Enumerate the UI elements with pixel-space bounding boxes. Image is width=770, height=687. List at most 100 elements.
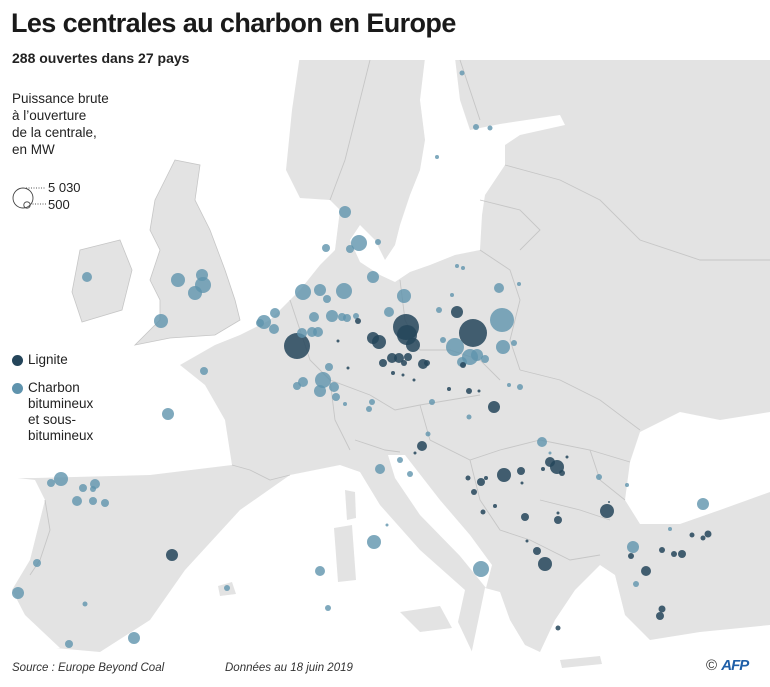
bituminous-plant-bubble — [65, 640, 73, 648]
page-title: Les centrales au charbon en Europe — [11, 8, 456, 38]
bituminous-plant-bubble — [79, 484, 87, 492]
lignite-plant-bubble — [488, 401, 500, 413]
lignite-plant-bubble — [658, 605, 666, 613]
bituminous-plant-bubble — [196, 269, 208, 281]
afp-credit: © AFP — [706, 657, 749, 674]
size-legend-line: de la centrale, — [12, 125, 97, 140]
size-legend-large-value: 5 030 — [48, 180, 81, 195]
lignite-plant-bubble — [628, 553, 634, 559]
bituminous-plant-bubble — [697, 498, 709, 510]
bituminous-plant-bubble — [548, 451, 552, 455]
country-borders — [29, 59, 770, 576]
source-note: Source : Europe Beyond Coal — [12, 662, 165, 674]
lignite-plant-bubble — [417, 441, 427, 451]
lignite-plant-bubble — [656, 612, 664, 620]
bituminous-plant-bubble — [325, 605, 331, 611]
bituminous-plant-bubble — [256, 319, 264, 327]
lignite-plant-bubble — [166, 549, 178, 561]
bituminous-plant-bubble — [343, 314, 351, 322]
lignite-plant-bubble — [641, 566, 651, 576]
bituminous-plant-bubble — [343, 402, 347, 406]
bituminous-plant-bubble — [627, 541, 639, 553]
lignite-plant-bubble — [465, 475, 471, 481]
lignite-plant-bubble — [459, 319, 487, 347]
bituminous-plant-bubble — [314, 385, 326, 397]
bituminous-plant-bubble — [315, 372, 331, 388]
lignite-plant-bubble — [412, 378, 416, 382]
bituminous-plant-bubble — [496, 340, 510, 354]
bituminous-plant-bubble — [596, 474, 602, 480]
lignite-plant-bubble — [608, 501, 610, 503]
lignite-plant-bubble — [284, 333, 310, 359]
bituminous-plant-bubble — [633, 581, 639, 587]
lignite-plant-bubble — [556, 511, 560, 515]
lignite-plant-bubble — [484, 476, 488, 480]
lignite-plant-bubble — [394, 353, 404, 363]
sea-top — [0, 0, 770, 60]
lignite-plant-bubble — [379, 359, 387, 367]
lignite-plant-bubble — [565, 455, 569, 459]
lignite-plant-bubble — [538, 557, 552, 571]
bituminous-plant-bubble — [33, 559, 41, 567]
lignite-plant-bubble — [477, 389, 481, 393]
bituminous-plant-bubble — [384, 307, 394, 317]
lignite-plant-bubble — [480, 509, 486, 515]
bituminous-plant-bubble — [297, 328, 307, 338]
bituminous-plant-bubble — [224, 585, 230, 591]
bituminous-plant-bubble — [12, 587, 24, 599]
crete — [560, 656, 602, 668]
size-legend-title: Puissance brute à l’ouverture de la cent… — [12, 90, 109, 158]
bituminous-plant-bubble — [440, 337, 446, 343]
bituminous-plant-bubble — [314, 284, 326, 296]
lignite-plant-bubble — [401, 360, 407, 366]
lignite-plant-bubble — [541, 467, 545, 471]
bituminous-plant-bubble — [326, 310, 338, 322]
bituminous-plant-bubble — [429, 399, 435, 405]
lignite-dot-icon — [12, 355, 23, 366]
size-legend-small-value: 500 — [48, 197, 70, 212]
lignite-plant-bubble — [401, 373, 405, 377]
bituminous-plant-bubble — [89, 497, 97, 505]
sardinia — [334, 525, 356, 582]
lignite-plant-bubble — [671, 551, 677, 557]
legend-item-lignite: Lignite — [12, 352, 68, 368]
bituminous-plant-bubble — [346, 245, 354, 253]
lignite-plant-bubble — [521, 513, 529, 521]
lignite-plant-bubble — [678, 550, 686, 558]
bituminous-plant-bubble — [188, 286, 202, 300]
lignite-plant-bubble — [466, 388, 472, 394]
great-britain — [133, 159, 241, 346]
bituminous-plant-bubble — [309, 312, 319, 322]
bituminous-plant-bubble — [385, 523, 389, 527]
bituminous-plant-bubble — [329, 382, 339, 392]
bituminous-plant-bubble — [397, 457, 403, 463]
lignite-plant-bubble — [600, 504, 614, 518]
lignite-plant-bubble — [659, 547, 665, 553]
bituminous-plant-bubble — [47, 479, 55, 487]
legend-label: et sous- — [28, 412, 77, 427]
bituminous-plant-bubble — [481, 355, 489, 363]
bituminous-plant-bubble — [367, 535, 381, 549]
bituminous-plant-bubble — [397, 289, 411, 303]
bituminous-plant-bubble — [375, 239, 381, 245]
lignite-plant-bubble — [493, 504, 497, 508]
bituminous-plant-bubble — [461, 266, 465, 270]
legend-label: Lignite — [28, 352, 68, 367]
lignite-plant-bubble — [700, 535, 706, 541]
bituminous-plant-bubble — [511, 340, 517, 346]
power-plant-bubbles — [12, 70, 712, 648]
data-date-note: Données au 18 juin 2019 — [225, 662, 353, 674]
legend-size-circles — [12, 187, 46, 209]
bituminous-plant-bubble — [339, 206, 351, 218]
baltic-sea — [350, 58, 565, 282]
bituminous-plant-bubble — [668, 527, 672, 531]
bituminous-plant-bubble — [369, 399, 375, 405]
bituminous-plant-bubble — [323, 295, 331, 303]
legend-circle-large — [12, 187, 34, 209]
bituminous-plant-bubble — [353, 313, 359, 319]
lignite-plant-bubble — [387, 353, 397, 363]
adriatic-sea — [388, 455, 492, 588]
bituminous-plant-bubble — [517, 282, 521, 286]
bituminous-plant-bubble — [625, 483, 629, 487]
